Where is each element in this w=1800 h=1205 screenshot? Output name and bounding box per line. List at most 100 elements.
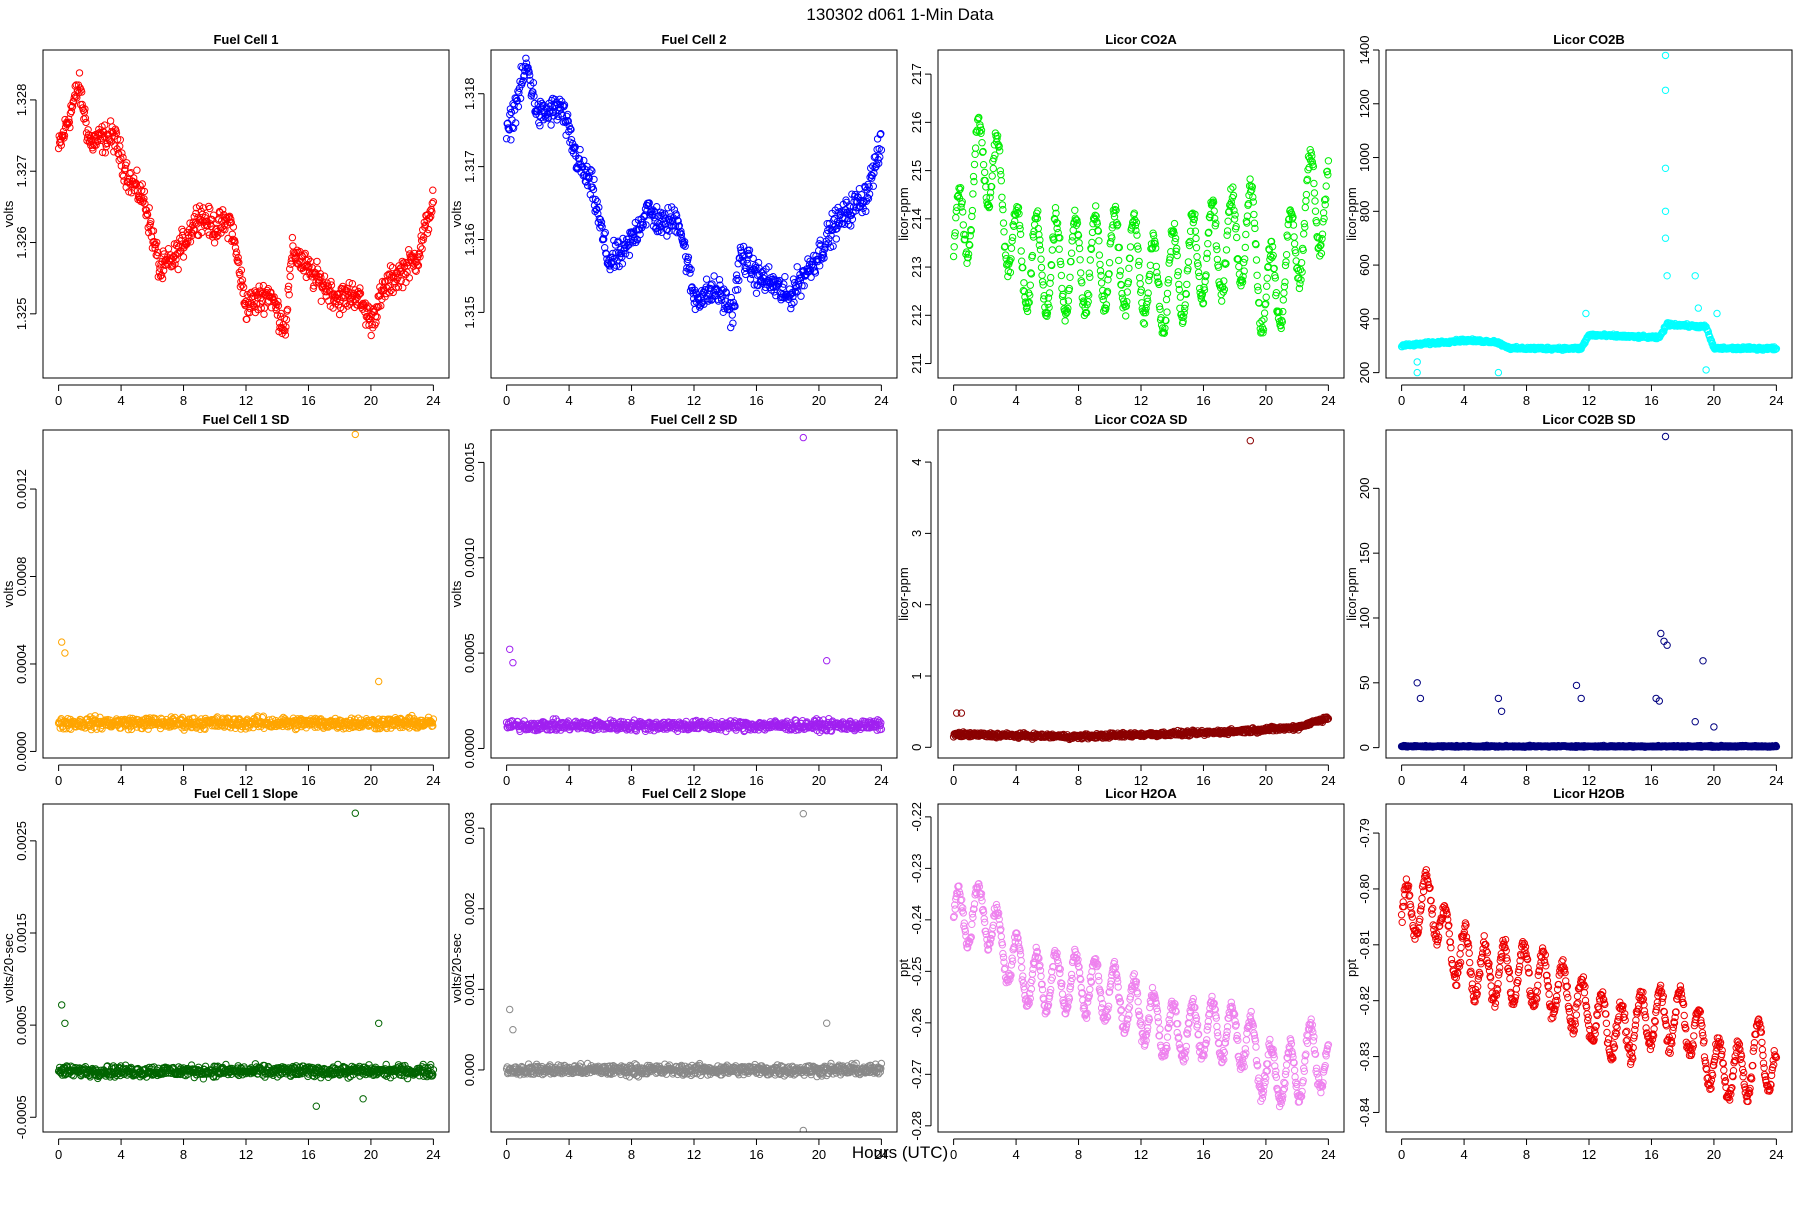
y-tick-label: 1.326	[14, 226, 29, 259]
y-tick-label: 213	[909, 256, 924, 278]
chart-title: Licor CO2A SD	[1095, 412, 1188, 427]
x-tick-label: 24	[874, 773, 888, 788]
data-point	[953, 215, 959, 221]
data-point	[1243, 231, 1249, 237]
data-point	[1282, 279, 1288, 285]
x-tick-label: 16	[1644, 393, 1658, 408]
data-point	[211, 240, 217, 246]
chart-title: Fuel Cell 1	[213, 32, 278, 47]
data-point	[1058, 272, 1064, 278]
x-tick-label: 24	[1321, 393, 1335, 408]
data-point	[287, 273, 293, 279]
y-tick-label: 215	[909, 160, 924, 182]
y-tick-label: 0.0015	[462, 443, 477, 483]
x-tick-label: 20	[812, 773, 826, 788]
x-tick-label: 16	[1196, 393, 1210, 408]
data-point	[1164, 290, 1170, 296]
y-tick-label: 1400	[1357, 36, 1372, 65]
x-tick-label: 0	[1398, 393, 1405, 408]
outlier-point	[1662, 165, 1668, 171]
x-tick-label: 4	[1012, 393, 1019, 408]
data-point	[1000, 220, 1006, 226]
chart-title: Licor CO2B	[1553, 32, 1625, 47]
data-point	[982, 169, 988, 175]
data-point	[1263, 294, 1269, 300]
data-point	[1097, 261, 1103, 267]
data-point	[1264, 283, 1270, 289]
data-point	[1077, 257, 1083, 263]
data-point	[972, 151, 978, 157]
y-tick-label: 200	[1357, 362, 1372, 384]
outlier-point	[1695, 305, 1701, 311]
data-point	[1096, 238, 1102, 244]
y-tick-label: 0.0008	[14, 557, 29, 597]
data-point	[1062, 318, 1068, 324]
data-point	[1242, 244, 1248, 250]
plot-frame	[938, 50, 1344, 378]
data-point	[1038, 256, 1044, 262]
data-point	[1303, 198, 1309, 204]
x-tick-label: 24	[1769, 393, 1783, 408]
outlier-point	[1714, 310, 1720, 316]
data-point	[1311, 180, 1317, 186]
data-point	[175, 266, 181, 272]
data-point	[1291, 234, 1297, 240]
x-tick-label: 4	[565, 393, 572, 408]
x-tick-label: 12	[1582, 393, 1596, 408]
y-tick-label: 400	[1357, 308, 1372, 330]
outlier-point	[376, 678, 382, 684]
plot-frame	[43, 430, 449, 758]
outlier-point	[1583, 310, 1589, 316]
data-point	[798, 293, 804, 299]
data-point	[1134, 232, 1140, 238]
data-point	[753, 290, 759, 296]
data-point	[1193, 245, 1199, 251]
data-point	[782, 274, 788, 280]
data-point	[980, 162, 986, 168]
outlier-point	[1414, 369, 1420, 375]
x-tick-label: 8	[180, 773, 187, 788]
data-point	[1126, 265, 1132, 271]
chart-title: Fuel Cell 2 SD	[651, 412, 738, 427]
x-tick-label: 16	[749, 393, 763, 408]
data-point	[1027, 282, 1033, 288]
data-point	[999, 194, 1005, 200]
data-point	[508, 137, 514, 143]
data-point	[1031, 222, 1037, 228]
y-tick-label: 1.318	[462, 77, 477, 110]
x-tick-label: 0	[503, 773, 510, 788]
plot-frame	[1386, 50, 1792, 378]
x-tick-label: 16	[301, 773, 315, 788]
x-tick-label: 4	[117, 773, 124, 788]
outlier-point	[1692, 273, 1698, 279]
data-point	[1153, 263, 1159, 269]
data-point	[1192, 228, 1198, 234]
outlier-point	[824, 658, 830, 664]
data-point	[1312, 198, 1318, 204]
data-point	[729, 312, 735, 318]
data-point	[1147, 262, 1153, 268]
data-point	[960, 222, 966, 228]
data-point	[1037, 247, 1043, 253]
y-axis-label: volts	[449, 580, 464, 607]
x-tick-label: 0	[950, 393, 957, 408]
x-tick-label: 20	[1707, 393, 1721, 408]
y-tick-label: 0.0005	[462, 633, 477, 673]
figure-title: 130302 d061 1-Min Data	[806, 5, 994, 24]
data-point	[1247, 176, 1253, 182]
data-point	[1021, 280, 1027, 286]
data-point	[406, 247, 412, 253]
data-point	[1049, 247, 1055, 253]
data-point	[1302, 204, 1308, 210]
x-tick-label: 0	[55, 393, 62, 408]
